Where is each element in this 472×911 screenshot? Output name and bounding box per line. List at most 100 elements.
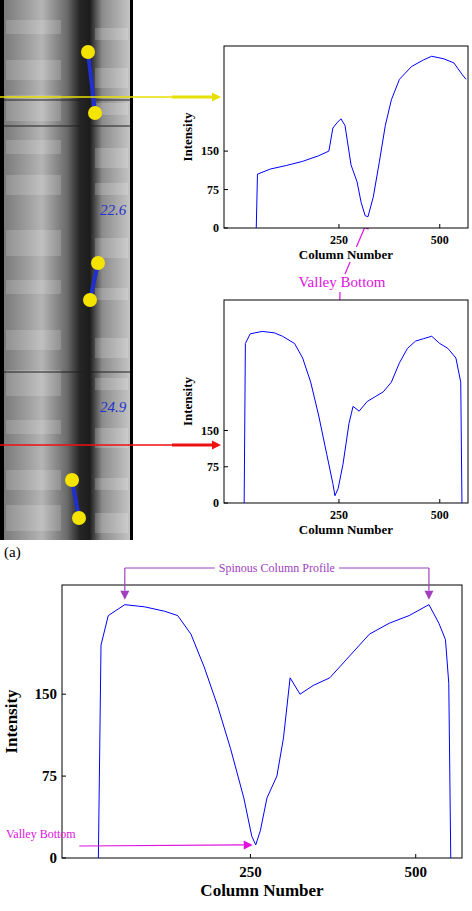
x-axis-title-backing — [198, 881, 326, 900]
intensity-profile — [98, 605, 450, 858]
landmark-dot — [65, 473, 79, 487]
image-streak — [95, 28, 128, 40]
landmark-dot — [81, 45, 95, 59]
arrow-red — [172, 441, 221, 450]
y-tick — [224, 466, 228, 467]
image-streak — [95, 338, 128, 358]
figure: 22.6 24.9 (a) Valley Bottom 250 500 0 75 150 Colu… — [0, 0, 472, 911]
image-streak — [6, 140, 61, 154]
intensity-profile — [256, 56, 466, 228]
image-streak — [6, 470, 61, 490]
image-streak — [6, 505, 61, 531]
plot-frame — [224, 46, 468, 228]
x-tick — [250, 854, 251, 858]
image-streak — [6, 175, 61, 195]
x-tick — [415, 854, 416, 858]
image-scanline — [4, 372, 130, 373]
plot-area — [244, 331, 462, 503]
x-tick-label: 250 — [239, 864, 262, 880]
x-axis-title: Column Number — [200, 881, 324, 900]
peak-arrow-left-head — [120, 591, 129, 600]
peak-arrow-right-shaft — [428, 568, 429, 591]
image-streak — [95, 148, 128, 168]
y-tick-label: 0 — [50, 850, 58, 866]
y-tick-label: 0 — [213, 496, 219, 510]
y-tick — [224, 503, 228, 504]
landmark-dot — [72, 511, 86, 525]
y-tick-label: 150 — [201, 424, 219, 438]
y-tick — [224, 151, 228, 152]
y-tick-label: 0 — [213, 221, 219, 235]
image-scanline — [4, 126, 130, 127]
valley-arrow-bottom — [79, 840, 252, 849]
x-axis-title: Column Number — [299, 522, 393, 537]
image-streak — [95, 183, 128, 195]
valley-arrow-bottom-head — [244, 840, 253, 849]
line-chart: 250 500 0 75 150 Column Number Intensity — [180, 300, 468, 537]
ultrasound-image: 22.6 24.9 — [0, 0, 133, 540]
y-axis-title: Intensity — [2, 689, 21, 754]
x-tick-label: 500 — [431, 508, 449, 522]
y-tick-label: 150 — [201, 144, 219, 158]
x-tick — [338, 499, 339, 503]
landmark-dot — [83, 293, 97, 307]
arrow-yellow — [172, 93, 221, 102]
vertebra-segment — [88, 52, 95, 113]
image-streak — [6, 330, 61, 350]
image-streak — [6, 60, 61, 80]
image-streak — [6, 95, 61, 121]
intensity-profile — [244, 331, 462, 503]
y-tick-label: 75 — [42, 768, 57, 784]
landmark-dot — [88, 106, 102, 120]
x-tick-label: 500 — [404, 864, 427, 880]
profile-line-yellow — [0, 96, 172, 98]
x-axis-title: Column Number — [299, 247, 393, 262]
profile-line-red — [0, 444, 172, 446]
x-tick-label: 500 — [431, 233, 449, 247]
y-tick — [62, 858, 66, 859]
peak-arrow-right-head — [424, 591, 433, 600]
image-streak — [95, 238, 128, 258]
x-axis-title-backing — [297, 522, 395, 537]
x-axis-title-backing — [297, 247, 395, 262]
valley-arrow-bottom-shaft — [79, 845, 243, 846]
line-chart: 250 500 0 75 150 Column Number Intensity — [2, 585, 462, 900]
y-tick — [62, 776, 66, 777]
plot-frame — [62, 585, 462, 858]
bracket-right — [339, 568, 429, 569]
image-streak — [6, 420, 61, 434]
y-tick — [62, 694, 66, 695]
angle-label: 24.9 — [100, 399, 127, 415]
image-scanline — [4, 100, 130, 101]
y-tick-label: 150 — [35, 686, 58, 702]
image-streak — [6, 280, 61, 294]
x-tick-label: 250 — [330, 508, 348, 522]
image-tissue — [4, 0, 130, 540]
peak-arrow-right — [424, 568, 433, 600]
y-tick — [224, 189, 228, 190]
y-axis-title: Intensity — [180, 376, 195, 426]
arrow-red-shaft — [172, 444, 212, 447]
bracket-left — [125, 568, 215, 569]
x-tick — [338, 224, 339, 228]
peak-arrow-left — [120, 568, 129, 600]
x-tick — [439, 499, 440, 503]
figure-label: (a) — [4, 544, 21, 561]
image-background — [0, 0, 133, 540]
image-streak — [6, 230, 61, 256]
image-streak — [6, 20, 61, 34]
y-tick — [224, 430, 228, 431]
image-streak — [95, 478, 128, 490]
arrow-yellow-shaft — [172, 96, 212, 99]
spinous-profile-label: Spinous Column Profile — [219, 561, 335, 575]
angle-label: 22.6 — [100, 202, 127, 218]
image-streak — [6, 370, 61, 396]
image-streak — [95, 288, 128, 300]
plot-frame — [224, 300, 468, 503]
valley-bottom-label: Valley Bottom — [6, 827, 76, 841]
plot-area — [98, 605, 450, 858]
plot-area — [256, 56, 466, 228]
image-streak — [95, 68, 128, 88]
y-tick-label: 75 — [207, 460, 219, 474]
peak-arrow-left-shaft — [124, 568, 125, 591]
